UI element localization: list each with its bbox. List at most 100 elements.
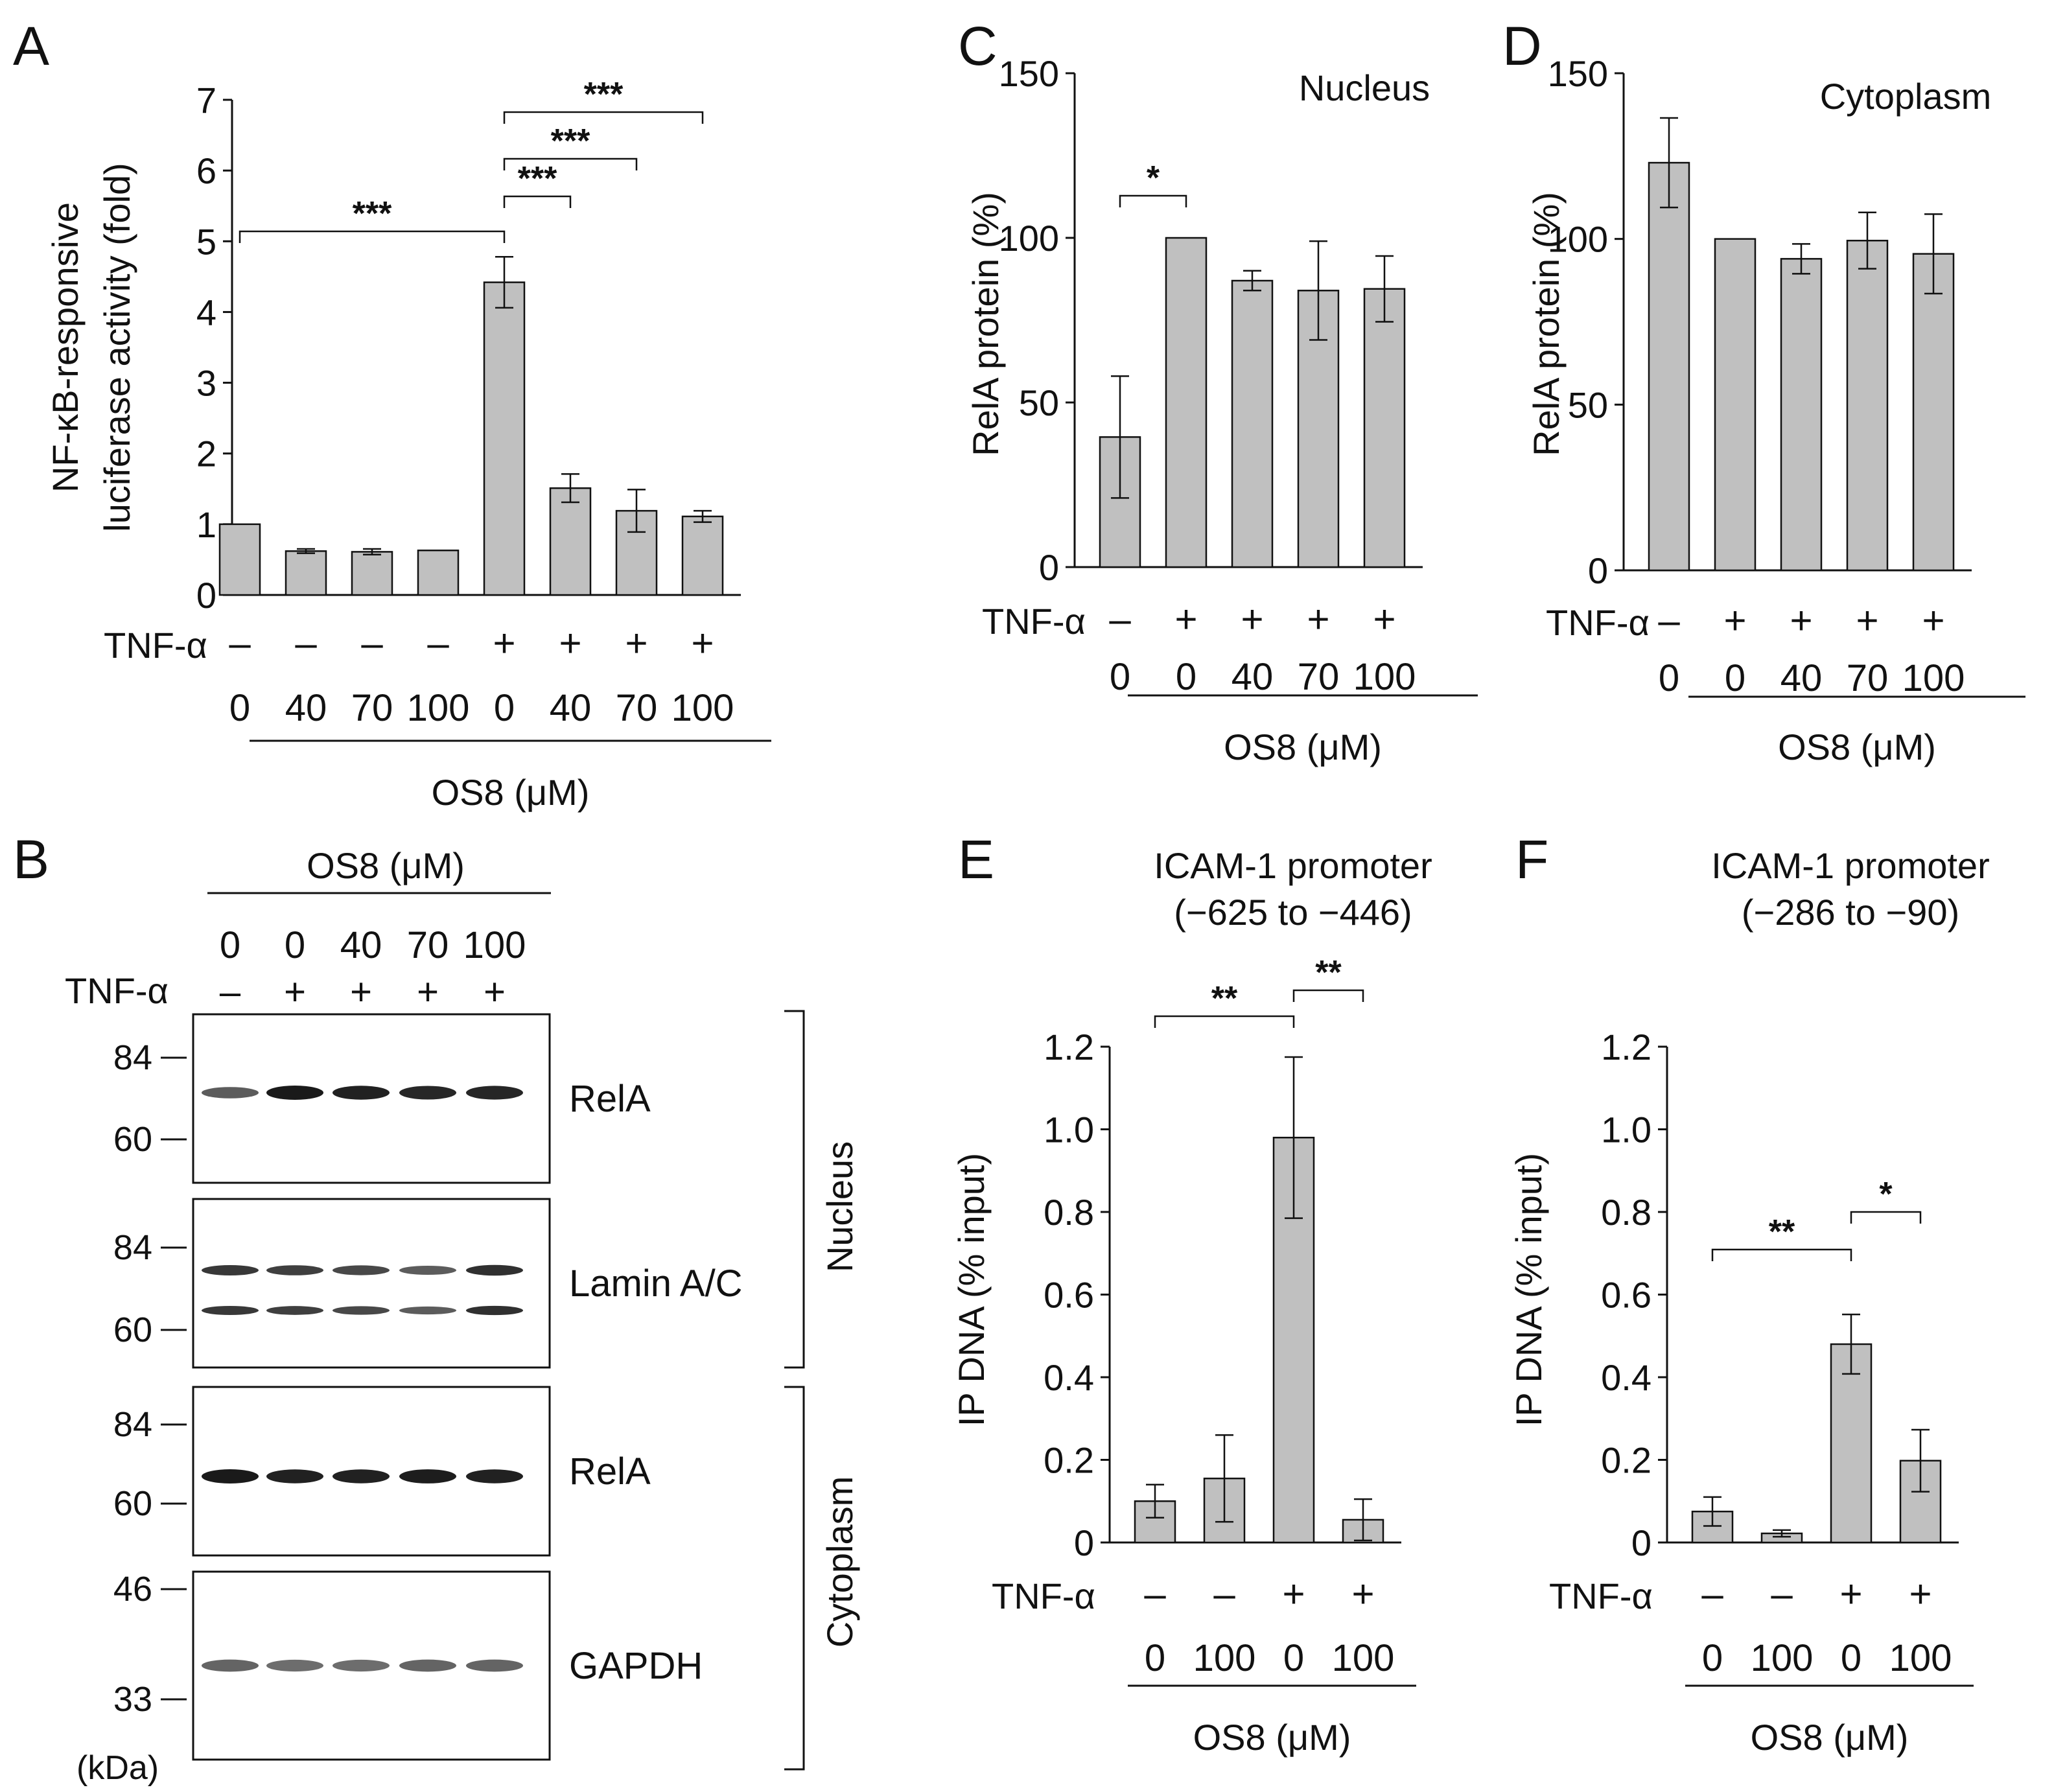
blot-header: OS8 (μM): [307, 845, 465, 886]
nucleus-bracket: [784, 1010, 805, 1369]
treatment-label: TNF-α: [992, 1576, 1095, 1616]
treatment-label: TNF-α: [982, 601, 1086, 642]
marker-label: 33: [113, 1680, 152, 1719]
blot-band: [202, 1265, 259, 1275]
y-tick-label: 0: [1039, 547, 1059, 588]
treatment-sign: –: [295, 622, 317, 665]
treatment-sign: +: [1241, 598, 1263, 641]
x-category-label: 40: [1780, 657, 1823, 699]
blot-band: [333, 1469, 390, 1484]
x-category-label: 70: [616, 687, 658, 729]
x-axis-label: OS8 (μM): [1224, 727, 1382, 767]
x-axis-label: OS8 (μM): [432, 772, 590, 813]
blot-band: [333, 1086, 390, 1100]
significance-bracket: [503, 157, 638, 170]
y-axis-label: RelA protein (%): [965, 192, 1006, 456]
blot-band: [202, 1306, 259, 1315]
y-tick-label: 0.6: [1044, 1275, 1094, 1316]
treatment-sign: +: [1790, 599, 1812, 642]
treatment-sign: +: [1839, 1572, 1862, 1616]
western-blot: OS8 (μM) 0 0 40 70 100 TNF-α – + + + + 8460RelA8…: [65, 845, 860, 1787]
bar-chart-d: 0 50 100 150 RelA protein (%) – 0 +0 +40 +70 +100 T…: [1526, 53, 2025, 767]
blot-band: [466, 1264, 523, 1276]
panel-label-f: F: [1515, 829, 1548, 890]
y-axis-label: RelA protein (%): [1526, 192, 1567, 456]
y-axis-label: IP DNA (% input): [951, 1153, 992, 1426]
treatment-sign: +: [1351, 1572, 1374, 1616]
x-category-label: 0: [494, 687, 515, 729]
chart-title: Cytoplasm: [1820, 76, 1992, 117]
blot-treatment-sign: +: [417, 971, 439, 1013]
treatment-label: TNF-α: [1546, 602, 1650, 643]
bar: [1846, 239, 1889, 572]
significance-bracket: [1850, 1211, 1922, 1224]
blot-membrane: [192, 1198, 551, 1369]
treatment-sign: –: [1658, 599, 1680, 642]
blot-treatment-label: TNF-α: [65, 970, 169, 1011]
x-category-label: 70: [1298, 656, 1340, 698]
kda-label: (kDa): [76, 1749, 159, 1787]
treatment-label: TNF-α: [104, 625, 207, 666]
bar-chart-e: 00.20.40.60.81.01.2IP DNA (% input)–0–10…: [951, 845, 1432, 1758]
bar: [1231, 279, 1274, 568]
blot-band: [399, 1469, 456, 1484]
marker-label: 60: [113, 1484, 152, 1523]
blot-protein-label: Lamin A/C: [569, 1263, 743, 1305]
y-tick-label: 150: [999, 53, 1059, 94]
treatment-sign: +: [691, 622, 714, 665]
treatment-sign: +: [1282, 1572, 1305, 1616]
bar: [285, 550, 327, 596]
x-category-label: 0: [1841, 1637, 1861, 1679]
treatment-sign: –: [427, 622, 449, 665]
significance-bracket: [1292, 989, 1364, 1002]
blot-treatment-sign: +: [284, 971, 306, 1013]
y-tick-label: 0: [1074, 1522, 1094, 1563]
x-category-label: 0: [1702, 1637, 1723, 1679]
blot-band: [399, 1086, 456, 1100]
treatment-sign: –: [361, 622, 383, 665]
blot-band: [266, 1306, 323, 1315]
y-tick-label: 1.2: [1601, 1027, 1651, 1067]
blot-concentration: 100: [463, 924, 526, 966]
y-tick-label: 4: [196, 292, 216, 332]
significance-label: ***: [518, 160, 557, 198]
blot-band: [466, 1659, 523, 1672]
significance-label: ***: [551, 122, 590, 160]
treatment-sign: +: [1174, 598, 1197, 641]
x-category-label: 100: [1889, 1637, 1952, 1679]
panel-label-a: A: [13, 16, 49, 76]
blot-protein-label: RelA: [569, 1078, 651, 1120]
cytoplasm-bracket: [784, 1386, 805, 1771]
significance-label: **: [1211, 980, 1238, 1018]
marker-label: 60: [113, 1310, 152, 1349]
blot-panels: 84 60 RelA 84 60 Lamin A/C 84 60 RelA 46 33 GAPDH: [113, 1013, 743, 1761]
significance-label: **: [1315, 954, 1342, 992]
blot-band: [266, 1086, 323, 1100]
significance-bracket: [1119, 194, 1187, 207]
blot-band: [202, 1469, 259, 1484]
y-tick-label: 100: [1548, 219, 1608, 260]
y-tick-label: 0.2: [1601, 1440, 1651, 1481]
y-tick-label: 100: [999, 218, 1059, 259]
y-tick-label: 50: [1568, 384, 1608, 425]
blot-band: [333, 1306, 390, 1315]
bar: [351, 551, 393, 596]
y-tick-label: 0: [196, 575, 216, 616]
x-category-label: 100: [1193, 1637, 1256, 1679]
treatment-sign: +: [559, 622, 581, 665]
bar: [549, 487, 592, 596]
y-tick-label: 0.8: [1601, 1192, 1651, 1233]
chart-title: ICAM-1 promoter: [1711, 845, 1989, 886]
panel-label-b: B: [13, 829, 49, 890]
bar: [218, 523, 261, 596]
bar: [681, 515, 724, 596]
blot-band: [266, 1265, 323, 1275]
bar-chart-f: 00.20.40.60.81.01.2IP DNA (% input)–0–10…: [1508, 845, 1990, 1758]
treatment-sign: –: [1771, 1572, 1793, 1616]
significance-bracket: [239, 230, 506, 243]
bar: [1165, 237, 1208, 568]
blot-band: [202, 1087, 259, 1099]
bar-chart-c: 0 50 100 150 RelA protein (%) – 0 +0 +40 +70 +100 T…: [965, 53, 1478, 767]
marker-label: 84: [113, 1405, 152, 1444]
y-tick-label: 0.4: [1044, 1357, 1094, 1398]
